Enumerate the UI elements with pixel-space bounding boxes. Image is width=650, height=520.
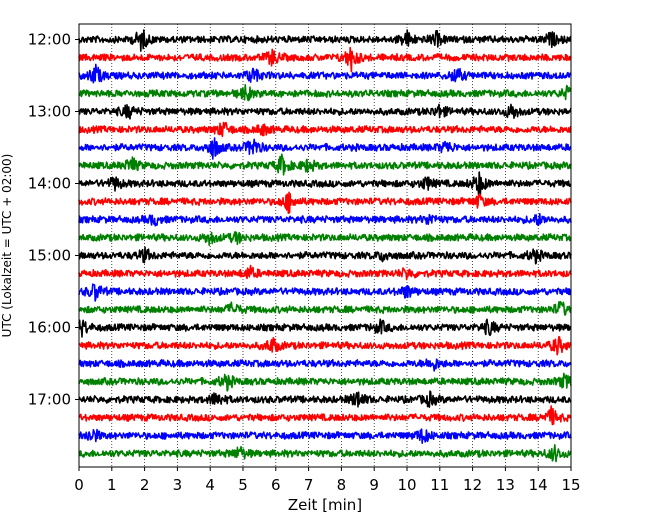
trace-1745 <box>78 444 572 463</box>
y-tick-label: 17:00 <box>28 391 71 409</box>
x-tick-label: 4 <box>205 476 215 494</box>
x-tick-label: 7 <box>304 476 314 494</box>
x-tick-label: 10 <box>397 476 416 494</box>
trace-1630 <box>78 358 572 372</box>
x-tick-label: 9 <box>369 476 379 494</box>
y-tick-label: 12:00 <box>28 31 71 49</box>
trace-1615 <box>78 335 572 356</box>
x-tick-label: 8 <box>337 476 347 494</box>
x-axis-ticks: 0 1 2 3 4 5 6 7 8 9 10 11 12 13 14 15 <box>74 467 581 494</box>
x-tick-label: 15 <box>561 476 580 494</box>
trace-1545 <box>78 300 572 316</box>
x-tick-label: 12 <box>463 476 482 494</box>
trace-1430 <box>78 213 572 227</box>
trace-1600 <box>78 318 572 338</box>
trace-1230 <box>78 63 572 84</box>
trace-group <box>78 29 572 463</box>
x-tick-label: 11 <box>430 476 449 494</box>
x-tick-label: 13 <box>496 476 515 494</box>
y-axis-ticks: 12:00 13:00 14:00 15:00 16:00 17:00 <box>28 31 79 409</box>
trace-1445 <box>78 231 572 246</box>
y-tick-label: 14:00 <box>28 175 71 193</box>
y-tick-label: 15:00 <box>28 247 71 265</box>
trace-1500 <box>78 246 572 265</box>
trace-1515 <box>78 264 572 281</box>
trace-1730 <box>78 428 572 444</box>
trace-1530 <box>78 283 572 302</box>
x-tick-label: 5 <box>238 476 248 494</box>
x-tick-label: 14 <box>529 476 548 494</box>
trace-1415 <box>78 191 572 215</box>
y-axis-label: UTC (Lokalzeit = UTC + 02:00) <box>0 154 14 338</box>
plot-frame <box>78 23 572 468</box>
x-tick-label: 3 <box>173 476 183 494</box>
trace-1300 <box>78 103 572 120</box>
x-tick-label: 6 <box>271 476 281 494</box>
trace-1245 <box>78 83 572 102</box>
trace-1215 <box>78 46 572 73</box>
trace-1315 <box>78 121 572 138</box>
trace-1345 <box>78 153 572 176</box>
x-tick-label: 0 <box>74 476 84 494</box>
trace-1400 <box>78 171 572 196</box>
x-tick-label: 1 <box>107 476 117 494</box>
trace-1645 <box>78 372 572 392</box>
x-tick-label: 2 <box>140 476 150 494</box>
trace-1700 <box>78 390 572 408</box>
y-tick-label: 13:00 <box>28 103 71 121</box>
trace-1200 <box>78 29 572 52</box>
trace-1715 <box>78 405 572 426</box>
x-grid <box>111 24 539 467</box>
trace-1330 <box>78 137 572 160</box>
x-axis-label: Zeit [min] <box>288 496 362 514</box>
y-tick-label: 16:00 <box>28 319 71 337</box>
